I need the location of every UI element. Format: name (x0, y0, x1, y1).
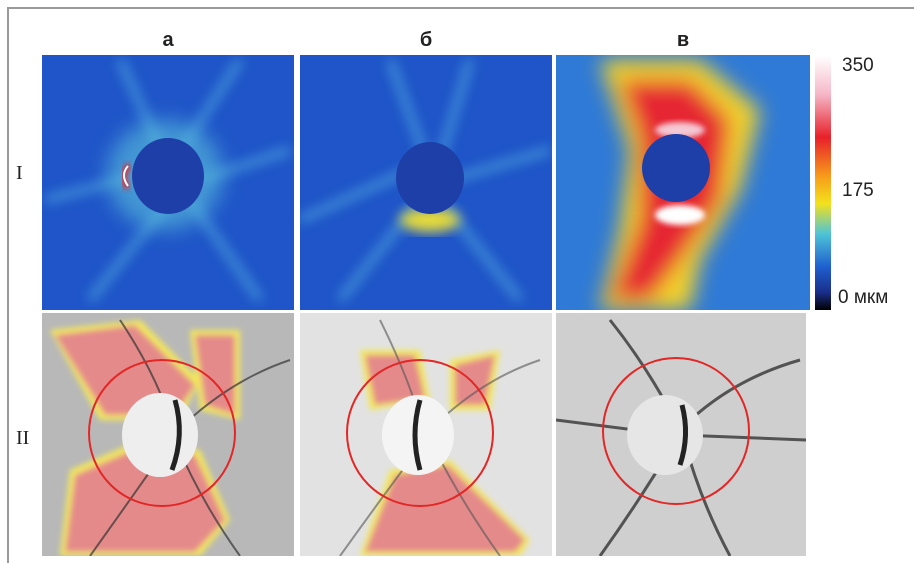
row-label: II (16, 427, 29, 449)
thickness-map (556, 55, 810, 310)
colorbar-label: 350 (842, 55, 874, 76)
figure: а б в I II 350 175 0 мкм (0, 0, 914, 563)
colorbar-label: 175 (842, 180, 874, 201)
thickness-map (42, 55, 294, 310)
thickness-map (300, 55, 552, 310)
column-label: а (162, 29, 174, 51)
fundus-image (42, 313, 294, 556)
colorbar (815, 56, 831, 310)
column-label: в (677, 29, 689, 51)
column-label: б (420, 29, 432, 51)
fundus-image (300, 313, 552, 556)
fundus-image (556, 313, 806, 556)
colorbar-label: 0 мкм (838, 287, 888, 308)
row-label: I (16, 162, 23, 184)
